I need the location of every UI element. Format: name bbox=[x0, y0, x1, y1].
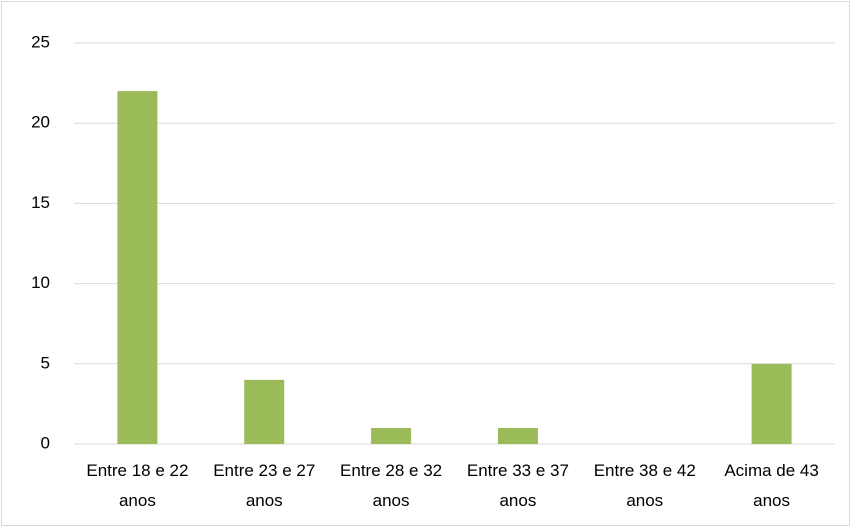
y-tick-label: 10 bbox=[31, 273, 50, 292]
x-tick-label: Entre 38 e 42 anos bbox=[593, 461, 696, 510]
bar bbox=[117, 91, 158, 445]
bar bbox=[371, 427, 412, 444]
x-tick-label: Entre 23 e 27 anos bbox=[213, 461, 316, 510]
y-tick-label: 0 bbox=[41, 433, 50, 452]
bar bbox=[497, 427, 538, 444]
y-tick-label: 20 bbox=[31, 113, 50, 132]
x-tick-label: Entre 18 e 22 anos bbox=[86, 461, 189, 510]
bar bbox=[244, 379, 285, 444]
x-tick-label: Entre 33 e 37 anos bbox=[466, 461, 569, 510]
bar bbox=[751, 363, 792, 444]
y-tick-label: 25 bbox=[31, 32, 50, 51]
x-tick-label: Acima de 43 anos bbox=[724, 461, 819, 510]
x-tick-label: Entre 28 e 32 anos bbox=[340, 461, 443, 510]
y-tick-label: 15 bbox=[31, 193, 50, 212]
y-tick-label: 5 bbox=[41, 353, 50, 372]
